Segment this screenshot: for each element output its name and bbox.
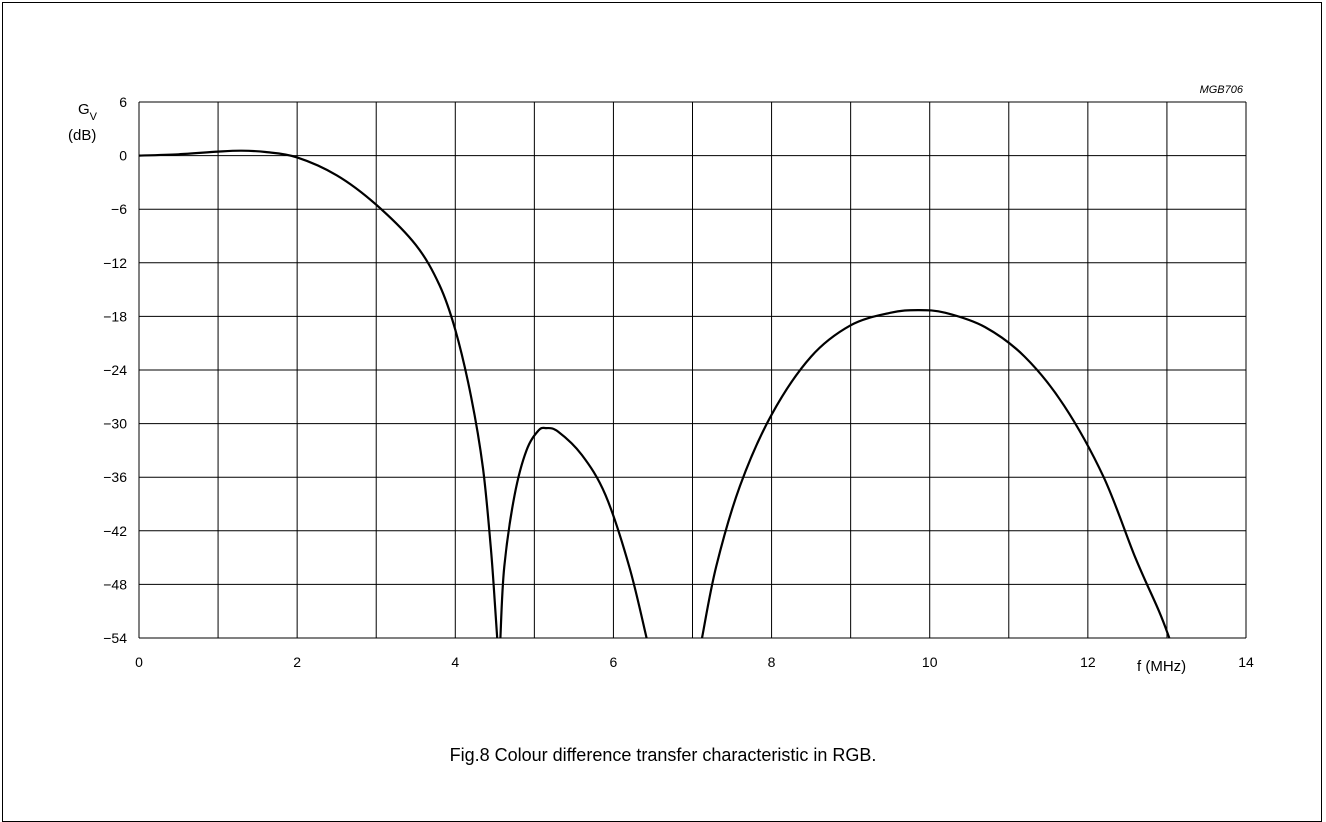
y-axis-label: GV (78, 101, 98, 123)
y-axis-symbol: G (78, 101, 90, 118)
x-tick-labels: 0 2 4 6 8 10 12 14 (135, 654, 1254, 670)
y-tick-label: −30 (103, 416, 127, 432)
x-tick-label: 8 (768, 654, 776, 670)
y-tick-label: −24 (103, 362, 127, 378)
x-tick-label: 10 (922, 654, 938, 670)
x-tick-label: 6 (610, 654, 618, 670)
y-tick-label: −18 (103, 308, 127, 324)
x-tick-label: 14 (1238, 654, 1254, 670)
y-tick-label: −12 (103, 255, 127, 271)
x-tick-label: 2 (293, 654, 301, 670)
grid (138, 101, 1247, 639)
x-tick-label: 0 (135, 654, 143, 670)
y-tick-label: −42 (103, 523, 127, 539)
y-tick-labels: 6 0 −6 −12 −18 −24 −30 −36 −42 −48 −54 (103, 94, 127, 646)
series-line-segment (138, 149, 499, 639)
y-axis-subscript: V (90, 111, 98, 123)
series-line-segment (700, 308, 1171, 639)
y-tick-label: −54 (103, 630, 127, 646)
y-tick-label: 0 (119, 148, 127, 164)
y-tick-label: −48 (103, 576, 127, 592)
x-tick-label: 4 (451, 654, 459, 670)
y-axis-unit: (dB) (68, 127, 96, 144)
x-axis-label: f (MHz) (1137, 658, 1186, 675)
series-line-segment (499, 426, 648, 639)
curve (138, 149, 1171, 639)
figure-code: MGB706 (1200, 84, 1244, 96)
y-tick-label: −36 (103, 469, 127, 485)
x-tick-label: 12 (1080, 654, 1096, 670)
y-tick-label: 6 (119, 94, 127, 110)
transfer-characteristic-chart: 6 0 −6 −12 −18 −24 −30 −36 −42 −48 −54 0 2 4 6 8 10 12 14… (68, 84, 1254, 675)
figure-caption: Fig.8 Colour difference transfer charact… (449, 745, 877, 765)
y-tick-label: −6 (111, 201, 127, 217)
